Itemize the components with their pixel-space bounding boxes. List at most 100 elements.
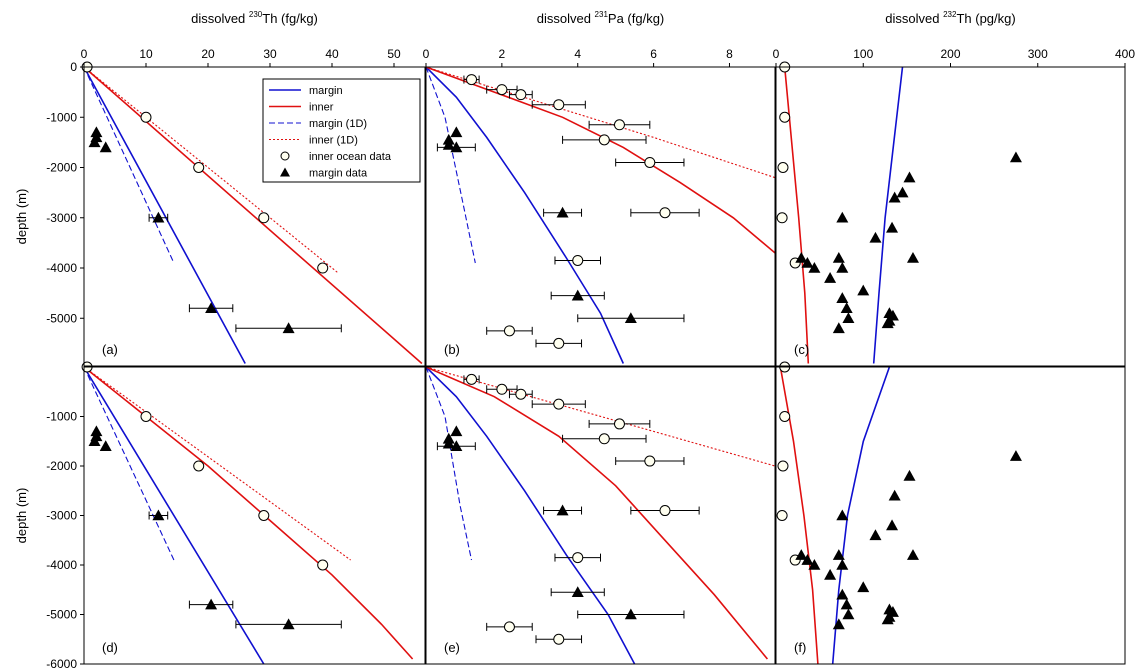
series-line-margin-1d-e	[426, 367, 473, 561]
legend-entry-inner-ocean-data: inner ocean data	[280, 151, 392, 163]
series-line-margin-1d-a	[84, 67, 175, 264]
margin-data-point-a-5	[205, 302, 218, 314]
x-tick-label: 300	[1028, 47, 1048, 61]
x-tick-label: 4	[574, 47, 581, 61]
error-bars-layer	[148, 75, 700, 644]
margin-data-point-e-0	[450, 425, 463, 437]
y-tick-label: -2000	[46, 161, 77, 175]
margin-data-point-e-5	[571, 586, 584, 598]
inner-ocean-data-point-d-3	[258, 510, 270, 521]
inner-ocean-data-point-e-5	[598, 433, 610, 445]
series-line-inner-c	[783, 67, 810, 364]
margin-data-point-b-5	[571, 289, 584, 301]
series-line-margin-e	[426, 367, 636, 664]
x-tick-label: 200	[940, 47, 960, 61]
panel-label-a: (a)	[102, 342, 118, 357]
inner-ocean-data-point-a-1	[140, 111, 152, 123]
series-line-margin-d	[84, 367, 265, 664]
x-axis-title-th230: dissolved 230Th (fg/kg)	[191, 10, 318, 26]
inner-ocean-data-point-e-6	[644, 455, 656, 467]
margin-data-point-f-7	[795, 549, 808, 560]
margin-data-point-c-0	[1009, 151, 1022, 163]
inner-ocean-data-point-a-3	[258, 212, 270, 224]
legend-entry-margin-data: margin data	[280, 167, 368, 180]
legend: margin inner margin (1D) inner (1D) inner oc…	[262, 78, 421, 183]
panel-label-f: (f)	[794, 640, 806, 655]
margin-data-point-f-18	[842, 608, 855, 620]
margin-data-point-e-3	[450, 440, 463, 451]
margin-data-point-f-12	[824, 568, 837, 580]
inner-ocean-data-point-e-10	[553, 633, 565, 645]
x-tick-label: 400	[1115, 47, 1135, 61]
y-axis-title: depth (m)	[14, 488, 29, 544]
margin-data-point-e-4	[556, 504, 569, 516]
y-tick-label: -1000	[46, 410, 77, 424]
inner-ocean-data-point-b-3	[553, 99, 565, 111]
inner-ocean-data-point-d-1	[140, 411, 152, 422]
panel-label-d: (d)	[102, 640, 118, 655]
margin-data-point-c-2	[896, 186, 909, 198]
x-tick-label: 0	[81, 47, 88, 61]
inner-ocean-data-point-e-1	[496, 383, 508, 395]
legend-box	[262, 78, 421, 183]
margin-data-point-b-0	[450, 126, 463, 138]
margin-data-point-f-6	[906, 549, 919, 560]
x-tick-label: 2	[499, 47, 506, 61]
panel-frame-b	[425, 66, 776, 367]
legend-entry-margin: margin	[269, 85, 343, 97]
inner-ocean-data-point-b-9	[503, 325, 515, 337]
inner-ocean-data-point-f-2	[777, 460, 789, 472]
inner-ocean-data-point-e-2	[515, 388, 527, 400]
margin-data-point-c-8	[795, 251, 808, 263]
legend-label: margin (1D)	[309, 118, 367, 130]
y-tick-label: -6000	[46, 657, 77, 669]
margin-data-point-a-4	[152, 211, 165, 223]
margin-data-point-d-6	[282, 618, 295, 630]
inner-ocean-data-point-b-8	[572, 254, 584, 266]
legend-entry-inner-1d: inner (1D)	[269, 135, 358, 147]
legend-symbol-circle	[280, 151, 290, 161]
inner-ocean-data-point-c-3	[776, 212, 788, 224]
margin-data-point-c-14	[857, 284, 870, 296]
legend-label: inner	[309, 102, 334, 114]
margin-data-point-c-12	[836, 262, 849, 273]
panel-frames-layer	[80, 63, 1126, 665]
margin-data-point-f-11	[836, 559, 849, 570]
margin-data-point-f-9	[832, 549, 845, 560]
x-axis-title-pa231: dissolved 231Pa (fg/kg)	[537, 10, 665, 26]
series-line-inner-1d-a	[84, 67, 339, 274]
x-tick-label: 30	[263, 47, 277, 61]
x-tick-label: 40	[325, 47, 339, 61]
series-line-margin-c	[872, 67, 904, 364]
inner-ocean-data-point-b-0	[466, 74, 478, 86]
inner-ocean-data-point-b-10	[553, 337, 565, 349]
y-tick-label: -4000	[46, 558, 77, 572]
margin-data-point-f-3	[836, 509, 849, 521]
y-axis-title: depth (m)	[14, 189, 29, 245]
y-tick-label: -1000	[46, 110, 77, 124]
margin-data-point-b-6	[624, 312, 637, 324]
margin-data-point-f-1	[903, 469, 916, 481]
legend-label: inner (1D)	[309, 135, 358, 147]
inner-ocean-data-point-e-0	[466, 373, 478, 385]
y-tick-label: -2000	[46, 459, 77, 473]
margin-data-point-f-13	[857, 581, 870, 593]
panel-frame-f	[775, 366, 1126, 665]
x-tick-label: 0	[773, 47, 780, 61]
series-line-margin-1d-d	[84, 367, 175, 561]
data-markers-layer	[81, 61, 1022, 645]
inner-ocean-data-point-e-4	[613, 418, 625, 430]
x-axis-title-th232: dissolved 232Th (pg/kg)	[885, 10, 1015, 26]
x-tick-label: 20	[201, 47, 215, 61]
series-line-inner-1d-b	[426, 67, 775, 179]
margin-data-point-c-22	[881, 317, 894, 329]
y-tick-label: -5000	[46, 311, 77, 325]
x-tick-label: 6	[650, 47, 657, 61]
margin-data-point-f-2	[888, 489, 901, 501]
legend-label: margin data	[309, 168, 368, 180]
inner-ocean-data-point-c-2	[777, 162, 789, 174]
margin-data-point-f-5	[869, 529, 882, 541]
margin-data-point-f-14	[836, 588, 849, 600]
x-tick-label: 10	[139, 47, 153, 61]
